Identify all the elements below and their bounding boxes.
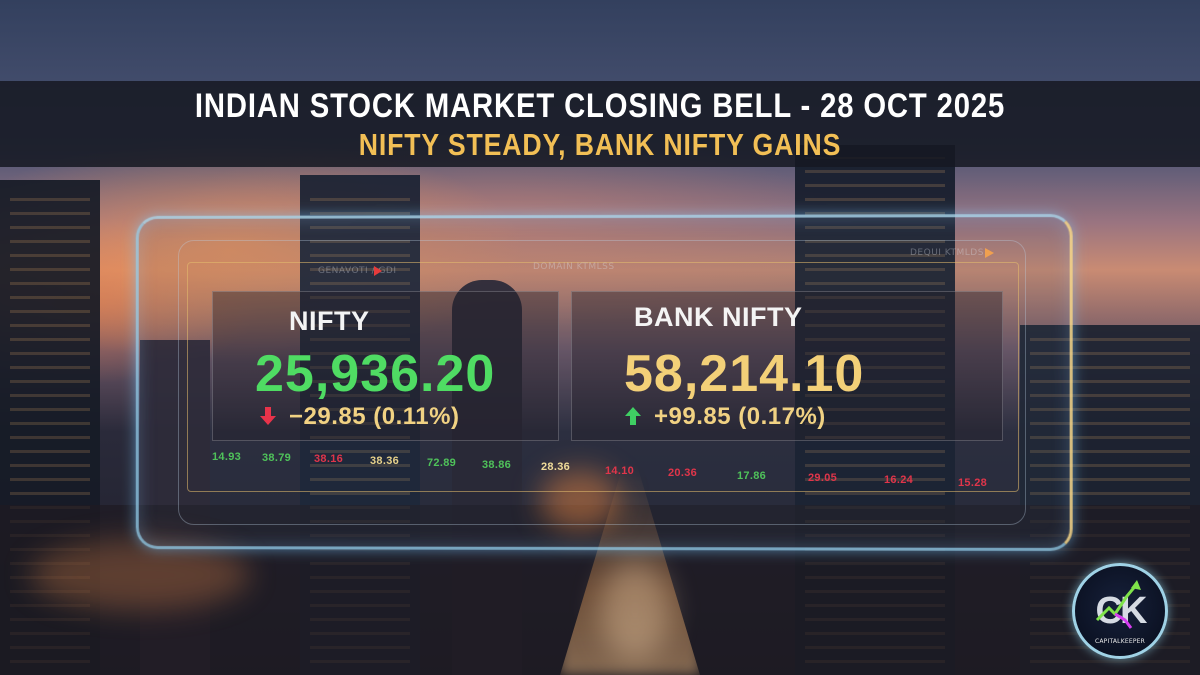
arrow-down-icon [260, 407, 276, 425]
index-change: −29.85 (0.11%) [259, 403, 459, 431]
index-name: NIFTY [289, 306, 370, 336]
logo-brand: CAPITALKEEPER [1094, 638, 1146, 645]
ticker-value: 38.16 [314, 453, 344, 465]
light-glow [30, 540, 250, 610]
light-glow [600, 560, 670, 660]
play-marker-icon [985, 248, 994, 258]
ticker-value: 38.79 [262, 452, 292, 464]
ticker-value: 29.05 [808, 472, 838, 484]
ticker-value: 17.86 [737, 470, 767, 482]
headline-title: INDIAN STOCK MARKET CLOSING BELL - 28 OC… [194, 87, 1006, 125]
index-value: 58,214.10 [624, 345, 865, 403]
ticker-value: 14.10 [605, 465, 635, 477]
inner-frame [178, 240, 1026, 525]
ticker-value: 20.36 [668, 467, 698, 479]
ticker-value: 16.24 [884, 474, 914, 486]
index-change-text: −29.85 (0.11%) [289, 403, 460, 430]
bank-nifty-card: BANK NIFTY 58,214.10 +99.85 (0.17%) [571, 291, 1003, 441]
ticker-value: 15.28 [958, 477, 988, 489]
arrow-up-icon [625, 407, 641, 425]
gold-frame [187, 262, 1019, 492]
index-change: +99.85 (0.17%) [624, 403, 826, 431]
title-banner: INDIAN STOCK MARKET CLOSING BELL - 28 OC… [0, 81, 1200, 167]
faint-label: DEQUI KTMLDS [910, 248, 984, 258]
index-change-text: +99.85 (0.17%) [654, 403, 826, 430]
play-marker-icon [374, 266, 382, 276]
headline-subtitle: NIFTY STEADY, BANK NIFTY GAINS [358, 127, 842, 162]
index-name: BANK NIFTY [634, 302, 803, 332]
capitalkeeper-logo[interactable]: CK CAPITALKEEPER [1072, 563, 1168, 659]
ticker-value: 38.86 [482, 459, 512, 471]
light-glow [540, 470, 620, 530]
index-value: 25,936.20 [255, 345, 496, 403]
building [0, 505, 1200, 675]
nifty-card: NIFTY 25,936.20 −29.85 (0.11%) [212, 291, 559, 441]
ticker-value: 72.89 [427, 457, 457, 469]
faint-label: DOMAIN KTMLSS [533, 262, 615, 272]
trend-arrow-icon [1095, 580, 1141, 629]
faint-label: GENAVOTI / GDI [318, 266, 397, 276]
ticker-value: 28.36 [541, 461, 571, 473]
ticker-value: 14.93 [212, 451, 242, 463]
ticker-value: 38.36 [370, 455, 400, 467]
